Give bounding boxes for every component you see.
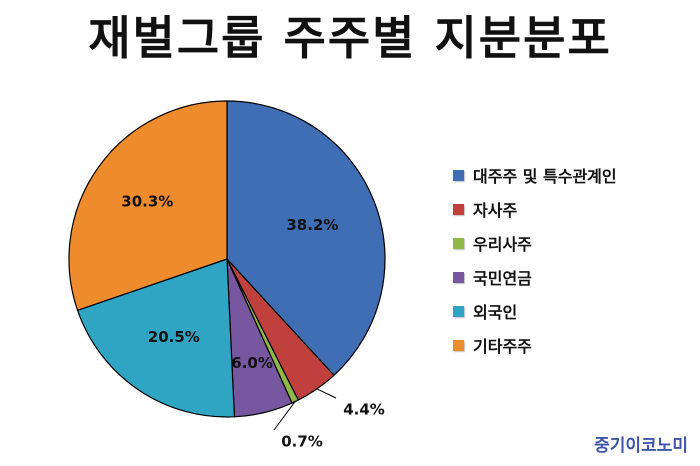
slice-label-6: 30.3% (121, 193, 173, 211)
pie-slices (68, 100, 386, 418)
legend-label: 국민연금 (473, 269, 532, 288)
slice-label-1: 38.2% (286, 216, 338, 234)
legend-label: 기타주주 (473, 337, 532, 356)
watermark-logo: 중기이코노미 (594, 436, 688, 456)
chart-title: 재벌그룹 주주별 지분분포 (88, 11, 612, 65)
pie-slice-6 (68, 100, 228, 311)
legend-item-1: 대주주 및 특수관계인 (453, 158, 617, 192)
legend-swatch (453, 203, 464, 215)
legend-swatch (453, 169, 464, 181)
legend-item-4: 국민연금 (453, 260, 617, 294)
legend-label: 우리사주 (473, 235, 532, 254)
slice-label-2: 4.4% (343, 401, 385, 419)
legend-item-6: 기타주주 (453, 328, 617, 362)
legend-swatch (453, 339, 464, 351)
legend-swatch (453, 237, 464, 249)
pie-slice-5 (76, 258, 236, 418)
legend-label: 자사주 (473, 201, 518, 220)
legend-label: 대주주 및 특수관계인 (473, 167, 617, 186)
slice-label-5: 20.5% (148, 328, 200, 346)
leader-line-2 (316, 388, 337, 399)
legend-label: 외국인 (473, 303, 518, 322)
leader-line-3 (273, 401, 296, 431)
legend-swatch (453, 271, 464, 283)
legend-item-3: 우리사주 (453, 226, 617, 260)
slice-label-3: 0.7% (281, 433, 323, 451)
slice-labels: 38.2% 4.4% 0.7% 6.0% 20.5% 30.3% (121, 193, 385, 451)
leader-lines (273, 388, 337, 431)
slice-label-4: 6.0% (231, 354, 273, 372)
legend-item-2: 자사주 (453, 192, 617, 226)
pie-slice-1 (226, 100, 386, 376)
legend-swatch (453, 305, 464, 317)
legend-item-5: 외국인 (453, 294, 617, 328)
